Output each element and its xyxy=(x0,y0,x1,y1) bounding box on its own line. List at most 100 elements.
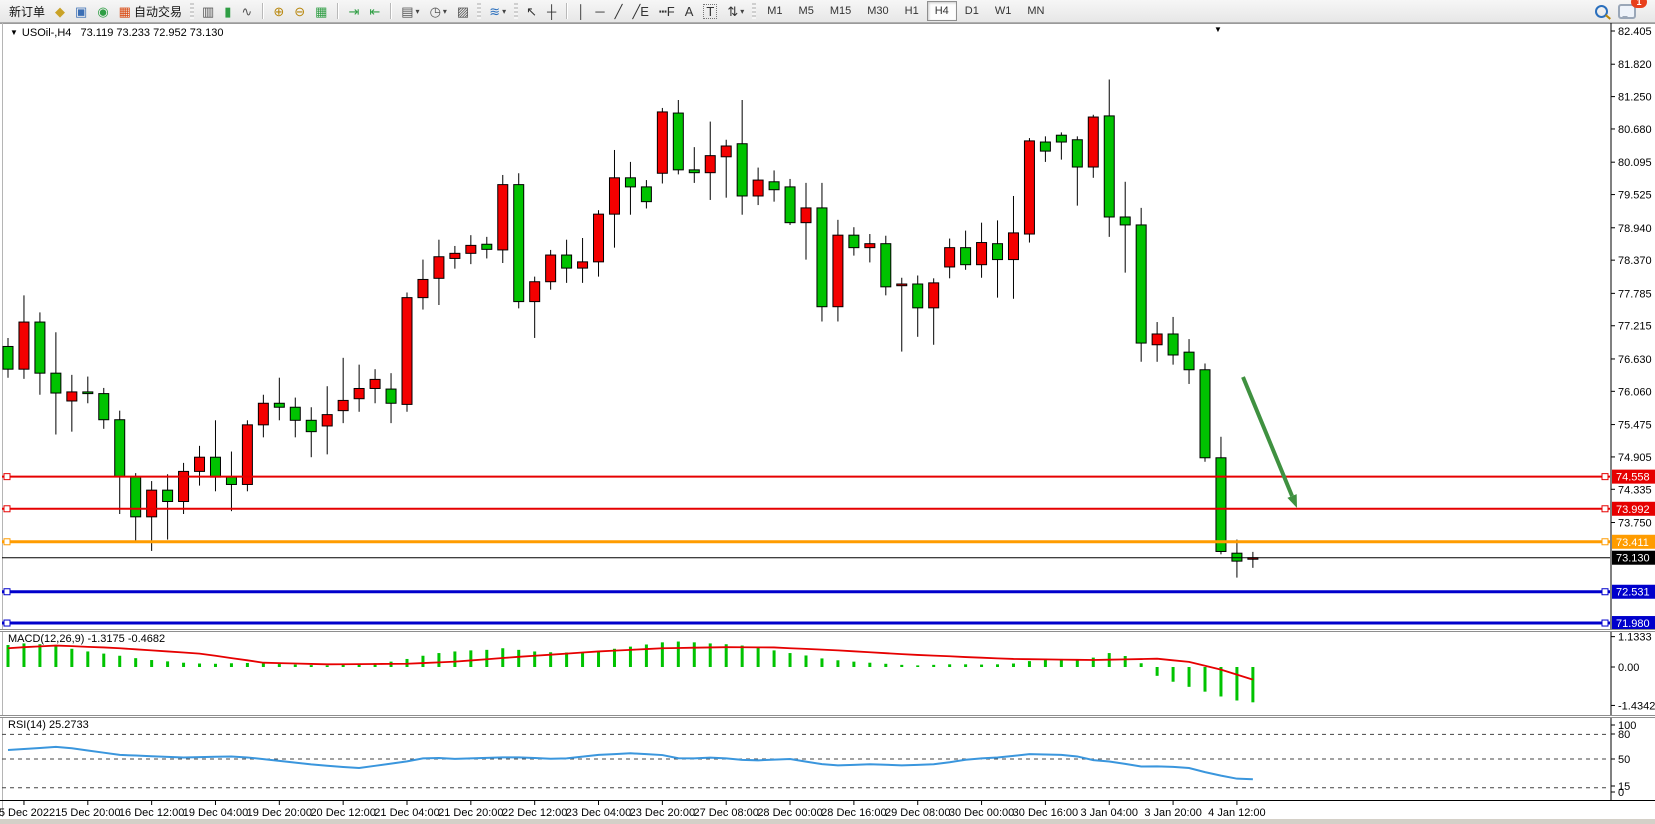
toolbar-grip xyxy=(514,3,519,19)
svg-text:23 Dec 20:00: 23 Dec 20:00 xyxy=(630,807,695,819)
auto-trading-button[interactable]: ▦ 自动交易 xyxy=(118,3,182,19)
period-button[interactable]: ◷ ▾ xyxy=(425,0,452,22)
tf-w1-button[interactable]: W1 xyxy=(994,5,1012,17)
search-button[interactable] xyxy=(1590,0,1613,22)
svg-text:74.335: 74.335 xyxy=(1618,484,1652,496)
bar-chart-button[interactable]: ▥ xyxy=(197,0,219,22)
toolbar-grip xyxy=(477,3,482,19)
vertical-line-icon: │ xyxy=(577,3,586,19)
svg-text:73.992: 73.992 xyxy=(1616,504,1650,516)
toolbar-grip xyxy=(189,3,194,19)
candlestick-series xyxy=(2,79,1259,578)
crosshair-tool-button[interactable]: ┼ xyxy=(542,0,561,22)
horizontal-line-tool-button[interactable]: ─ xyxy=(590,0,609,22)
svg-text:27 Dec 08:00: 27 Dec 08:00 xyxy=(693,807,758,819)
fibonacci-tool-button[interactable]: ┅F xyxy=(654,0,680,22)
svg-text:16 Dec 12:00: 16 Dec 12:00 xyxy=(119,807,184,819)
toolbar-separator xyxy=(566,3,568,19)
symbol-dropdown-icon[interactable]: ▼ xyxy=(10,28,18,37)
svg-text:73.130: 73.130 xyxy=(1616,553,1650,565)
channel-tool-button[interactable]: ╱E xyxy=(627,0,654,22)
macd-indicator-label: MACD(12,26,9) -1.3175 -0.4682 xyxy=(8,633,166,645)
chevron-down-icon: ▾ xyxy=(415,6,420,16)
tf-m1-button[interactable]: M1 xyxy=(767,5,783,17)
trendline-tool-button[interactable]: ╱ xyxy=(610,0,628,22)
svg-text:30 Dec 16:00: 30 Dec 16:00 xyxy=(1013,807,1078,819)
arrows-tool-button[interactable]: ⇅ ▾ xyxy=(722,0,749,22)
toolbar-separator xyxy=(390,3,392,19)
svg-text:1.1333: 1.1333 xyxy=(1618,632,1652,644)
svg-text:80: 80 xyxy=(1618,729,1630,741)
chart-properties-button[interactable]: ▨ xyxy=(452,0,474,22)
chart-properties-icon: ▨ xyxy=(456,3,470,19)
signal-icon[interactable]: ◉ xyxy=(97,3,109,19)
svg-text:21 Dec 20:00: 21 Dec 20:00 xyxy=(438,807,503,819)
zoom-in-button[interactable]: ⊕ xyxy=(268,0,289,22)
svg-text:77.215: 77.215 xyxy=(1618,321,1652,333)
down-arrow-annotation[interactable] xyxy=(1241,376,1297,508)
zoom-out-button[interactable]: ⊖ xyxy=(289,0,310,22)
rsi-indicator-label: RSI(14) 25.2733 xyxy=(8,719,89,731)
svg-text:76.060: 76.060 xyxy=(1618,386,1652,398)
tf-m30-button[interactable]: M30 xyxy=(867,5,889,17)
cursor-icon: ↖ xyxy=(526,3,538,19)
svg-text:77.785: 77.785 xyxy=(1618,288,1652,300)
candlestick-chart-button[interactable]: ▮ xyxy=(219,0,236,22)
toolbar-grip xyxy=(752,3,757,19)
tile-windows-icon: ▦ xyxy=(315,3,328,19)
new-order-button[interactable]: 新订单 xyxy=(9,4,46,19)
tile-windows-button[interactable]: ▦ xyxy=(310,0,332,22)
search-icon xyxy=(1595,4,1608,18)
text-label-icon: T xyxy=(703,3,718,19)
svg-text:20 Dec 12:00: 20 Dec 12:00 xyxy=(310,807,375,819)
chart-shift-button[interactable]: ⇤ xyxy=(364,0,385,22)
arrows-icon: ⇅ xyxy=(727,3,739,19)
toolbar-separator xyxy=(337,3,339,19)
line-chart-button[interactable]: ∿ xyxy=(236,0,257,22)
svg-text:73.750: 73.750 xyxy=(1618,518,1652,530)
svg-text:30 Dec 00:00: 30 Dec 00:00 xyxy=(949,807,1014,819)
svg-text:29 Dec 08:00: 29 Dec 08:00 xyxy=(885,807,950,819)
svg-text:15 Dec 2022: 15 Dec 2022 xyxy=(0,807,55,819)
vertical-line-tool-button[interactable]: │ xyxy=(572,0,590,22)
tf-h1-button[interactable]: H1 xyxy=(904,5,919,17)
svg-text:15: 15 xyxy=(1618,781,1630,793)
auto-scroll-button[interactable]: ⇥ xyxy=(343,0,364,22)
notifications-button[interactable]: 1 xyxy=(1613,0,1647,22)
svg-text:23 Dec 04:00: 23 Dec 04:00 xyxy=(566,807,631,819)
zoom-in-icon: ⊕ xyxy=(273,3,285,19)
text-label-tool-button[interactable]: T xyxy=(698,0,722,22)
tf-d1-button[interactable]: D1 xyxy=(964,5,979,17)
tf-m5-button[interactable]: M5 xyxy=(798,5,814,17)
chevron-down-icon: ▾ xyxy=(740,6,745,16)
chart-shift-marker-icon[interactable]: ▼ xyxy=(1214,25,1222,34)
svg-text:19 Dec 20:00: 19 Dec 20:00 xyxy=(247,807,312,819)
chart-title-symbol: USOil-,H4 xyxy=(21,27,72,39)
new-chart-button[interactable]: ▤ ▾ xyxy=(396,0,424,22)
svg-text:74.905: 74.905 xyxy=(1618,452,1652,464)
indicators-button[interactable]: ≋ ▾ xyxy=(484,0,511,22)
channel-icon: ╱E xyxy=(632,3,649,19)
seal-icon[interactable]: ◆ xyxy=(55,3,66,19)
tf-mn-button[interactable]: MN xyxy=(1027,5,1045,17)
cursor-tool-button[interactable]: ↖ xyxy=(521,0,542,22)
svg-text:73.411: 73.411 xyxy=(1616,537,1649,549)
text-icon: A xyxy=(684,3,694,19)
horizontal-price-lines[interactable]: 74.558 73.992 73.411 73.130 72.531 71.980 xyxy=(2,469,1655,631)
svg-text:21 Dec 04:00: 21 Dec 04:00 xyxy=(374,807,439,819)
market-watch-icon[interactable]: ▣ xyxy=(75,3,88,19)
tf-m15-button[interactable]: M15 xyxy=(829,5,852,17)
line-chart-icon: ∿ xyxy=(241,3,253,19)
text-tool-button[interactable]: A xyxy=(680,0,699,22)
tf-h4-button[interactable]: H4 xyxy=(926,1,957,21)
price-axis[interactable]: 82.405 81.820 81.250 80.680 80.095 79.525 78.9… xyxy=(1610,23,1652,800)
crosshair-icon: ┼ xyxy=(547,3,557,19)
svg-text:0.00: 0.00 xyxy=(1618,662,1639,674)
svg-text:79.525: 79.525 xyxy=(1618,190,1652,202)
horizontal-line-icon: ─ xyxy=(595,3,605,19)
svg-text:22 Dec 12:00: 22 Dec 12:00 xyxy=(502,807,567,819)
svg-text:4 Jan 12:00: 4 Jan 12:00 xyxy=(1208,807,1266,819)
